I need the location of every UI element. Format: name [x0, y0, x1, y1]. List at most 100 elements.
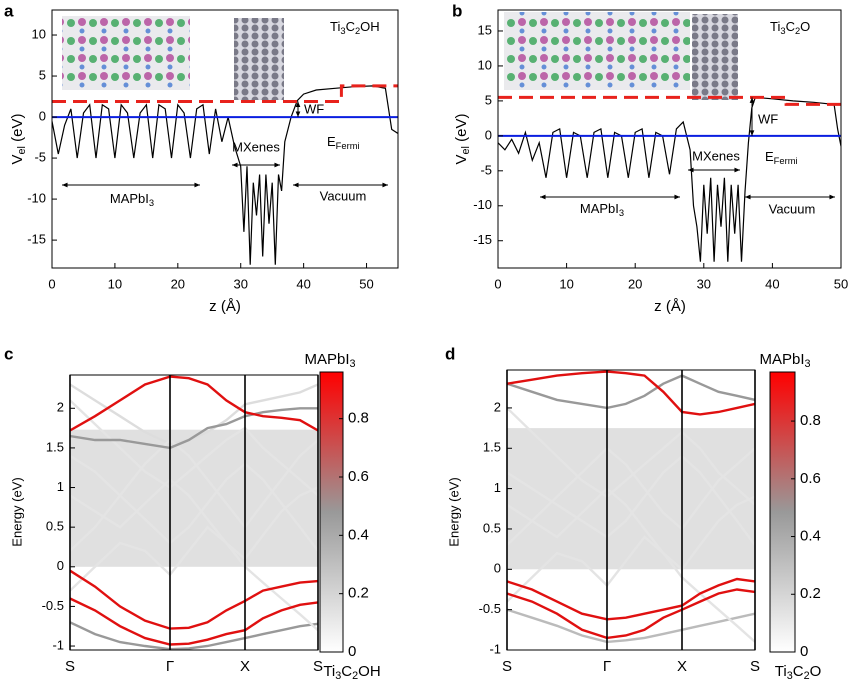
plot-frame	[51, 9, 399, 269]
colorbar	[319, 371, 344, 653]
colorbar-tick-label: 0.8	[348, 410, 369, 427]
x-axis-label: z (Å)	[654, 298, 686, 315]
band	[507, 370, 755, 416]
y-tick-label: 0	[485, 127, 492, 142]
colorbar	[769, 371, 796, 653]
structure-image	[62, 12, 738, 100]
y-tick-label: -10	[27, 191, 46, 206]
x-tick-label: 40	[765, 276, 779, 291]
plot-frame	[497, 9, 842, 269]
y-tick-label: 0.5	[483, 520, 501, 535]
y-axis-label: Vel (eV)	[453, 114, 472, 165]
band	[70, 407, 318, 450]
annotation: EFermi	[765, 149, 798, 166]
plot-area	[70, 375, 318, 650]
x-tick-label: S	[750, 658, 760, 675]
annotation: MXenes	[692, 148, 740, 163]
x-tick-label: 10	[108, 276, 122, 291]
arrow-head	[749, 130, 755, 136]
x-tick-label: S	[65, 658, 75, 675]
band	[70, 477, 318, 632]
x-tick-label: 20	[628, 276, 642, 291]
x-tick-label: X	[677, 658, 687, 675]
arrow-head	[745, 194, 751, 200]
colorbar-tick-label: 0.4	[800, 528, 821, 545]
x-tick-label: 50	[359, 276, 373, 291]
arrow-head	[829, 194, 835, 200]
y-tick-label: 1	[494, 480, 501, 495]
y-tick-label: 5	[39, 67, 46, 82]
x-tick-label: X	[240, 658, 250, 675]
annotation: Vacuum	[320, 188, 367, 203]
band	[70, 569, 318, 630]
band	[70, 383, 318, 446]
x-tick-label: Γ	[603, 658, 611, 675]
band	[507, 454, 755, 546]
arrow-head	[382, 182, 388, 188]
annotation: Vacuum	[769, 201, 816, 216]
y-tick-label: -0.5	[479, 601, 501, 616]
band	[507, 446, 755, 546]
x-axis-label: z (Å)	[209, 298, 241, 315]
y-tick-label: 15	[478, 22, 492, 37]
annotation: MXenes	[232, 139, 280, 154]
plot-area	[52, 84, 398, 265]
arrow-head	[293, 182, 299, 188]
x-tick-label: 30	[697, 276, 711, 291]
x-tick-label: 10	[559, 276, 573, 291]
y-tick-label: -1	[52, 637, 64, 652]
arrow-head	[749, 97, 755, 103]
panel-letter: b	[452, 1, 462, 20]
panel-letter: d	[445, 344, 455, 363]
colorbar-top-label: MAPbI3	[304, 351, 355, 370]
arrow-head	[295, 101, 301, 107]
arrow-head	[540, 194, 546, 200]
band	[70, 399, 318, 497]
y-tick-label: 10	[32, 26, 46, 41]
colorbar-tick-label: 0.2	[348, 585, 369, 602]
panel-letter: c	[4, 344, 13, 363]
arrow-head	[295, 111, 301, 118]
annotation: EFermi	[327, 134, 360, 151]
arrow-head	[674, 194, 680, 200]
colorbar-tick-label: 0.8	[800, 412, 821, 429]
annotation: WF	[304, 101, 324, 116]
y-tick-label: 2	[57, 400, 64, 415]
x-tick-label: S	[313, 658, 323, 675]
band	[507, 495, 755, 603]
colorbar-tick-label: 0.6	[348, 468, 369, 485]
x-tick-label: 50	[834, 276, 848, 291]
arrow-head	[734, 167, 740, 173]
annotation: WF	[758, 111, 778, 126]
x-tick-label: Γ	[166, 658, 174, 675]
y-tick-label: -10	[473, 197, 492, 212]
y-tick-label: 1.5	[46, 439, 64, 454]
band	[70, 621, 318, 650]
y-axis-label: Energy (eV)	[446, 477, 461, 546]
gap-shade	[507, 428, 755, 570]
plot-area	[498, 95, 841, 262]
y-tick-label: -15	[27, 232, 46, 247]
band	[70, 375, 318, 432]
y-tick-label: 5	[485, 92, 492, 107]
x-tick-label: S	[502, 658, 512, 675]
x-tick-label: 0	[48, 276, 55, 291]
y-tick-label: 2	[494, 399, 501, 414]
y-tick-label: -1	[489, 641, 501, 656]
colorbar-top-label: MAPbI3	[759, 351, 810, 370]
arrow-head	[194, 182, 200, 188]
band	[70, 486, 318, 592]
arrow-head	[232, 162, 238, 168]
y-tick-label: -0.5	[42, 598, 64, 613]
colorbar-tick-label: 0.2	[800, 585, 821, 602]
x-tick-label: 40	[296, 276, 310, 291]
y-tick-label: -5	[34, 150, 46, 165]
band	[507, 374, 755, 410]
band	[507, 608, 755, 644]
x-tick-label: 20	[171, 276, 185, 291]
y-tick-label: -15	[473, 232, 492, 247]
colorbar-tick-label: 0.6	[800, 470, 821, 487]
line	[498, 95, 841, 106]
annotation: Ti3C2OH	[330, 19, 380, 36]
